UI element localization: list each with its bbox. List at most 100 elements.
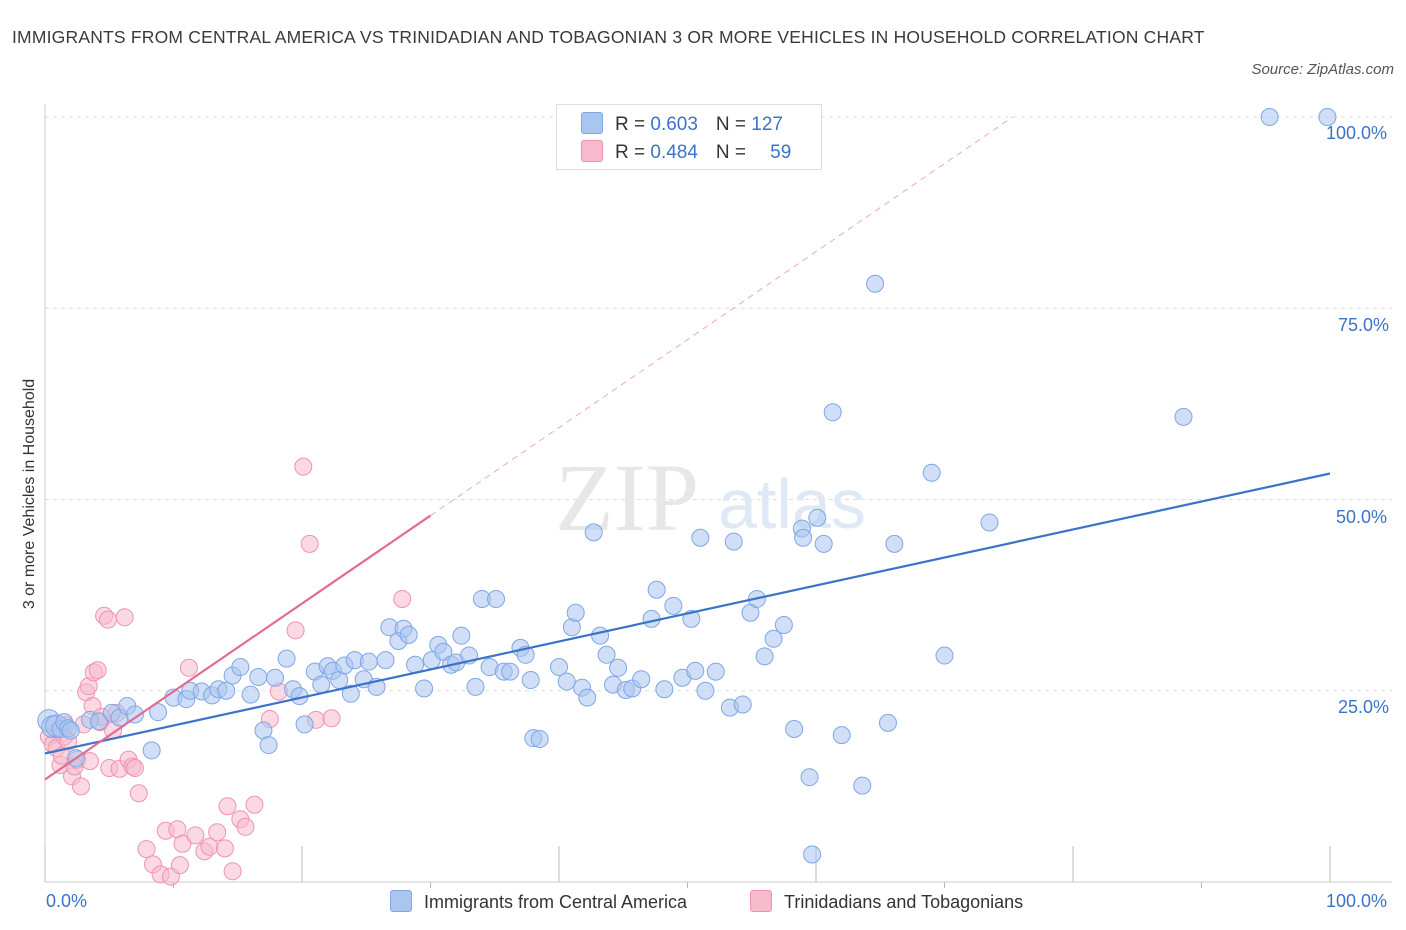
axes: [44, 104, 1392, 888]
blue-point-84: [642, 609, 661, 628]
blue-point-13: [125, 705, 144, 724]
legend-blue-n-value: 127: [751, 114, 783, 135]
blue-point-92: [696, 681, 715, 700]
pink-point-41: [186, 826, 205, 845]
blue-point-67: [521, 671, 540, 690]
pink-point-47: [223, 862, 242, 881]
grid-lines: [45, 116, 1392, 692]
pink-point-40: [179, 658, 198, 677]
blue-point-15: [142, 741, 161, 760]
blue-point-85: [647, 580, 666, 599]
correlation-legend: R = 0.603 N = 127 R = 0.484 N = 59: [556, 104, 822, 170]
legend-pink-n-value: 59: [770, 142, 792, 163]
blue-point-110: [853, 776, 872, 795]
blue-point-108: [823, 403, 842, 422]
blue-point-102: [785, 720, 804, 738]
blue-point-101: [774, 615, 793, 634]
blue-point-75: [578, 688, 597, 707]
legend-blue-n-label: N =: [715, 114, 752, 135]
blue-point-28: [259, 736, 278, 755]
trend-line-pink: [44, 514, 432, 781]
x-tick-label-max: 100.0%: [1326, 891, 1388, 911]
pink-point-57: [322, 709, 341, 728]
pink-point-45: [215, 839, 234, 858]
trend-lines: [44, 116, 1331, 781]
watermark-zip: ZIP: [555, 444, 699, 551]
blue-point-112: [878, 713, 897, 732]
y-tick-label-100: 100.0%: [1326, 123, 1388, 143]
series-swatch-blue: [390, 890, 412, 913]
legend-row-pink: R = 0.484 N = 59: [581, 139, 791, 167]
legend-swatch-blue: [581, 111, 603, 134]
trend-line-pink-extension: [430, 116, 1013, 516]
blue-point-106: [808, 508, 827, 527]
blue-point-93: [706, 662, 725, 681]
legend-swatch-pink: [581, 139, 603, 162]
blue-point-9: [89, 712, 108, 731]
pink-point-38: [170, 856, 189, 875]
pink-point-49: [236, 817, 255, 836]
blue-point-100: [764, 629, 783, 648]
blue-point-105: [800, 768, 819, 787]
blue-point-78: [597, 645, 616, 664]
blue-point-6: [61, 721, 80, 740]
trend-line-blue: [44, 472, 1331, 755]
blue-point-59: [466, 677, 485, 696]
blue-point-113: [885, 534, 904, 553]
pink-point-32: [137, 840, 156, 859]
blue-point-87: [664, 596, 683, 615]
blue-point-83: [632, 670, 651, 689]
blue-point-120: [803, 845, 822, 864]
pink-point-18: [88, 661, 107, 680]
series-label-blue: Immigrants from Central America: [424, 892, 688, 912]
y-tick-label-75: 75.0%: [1338, 315, 1390, 335]
blue-point-49: [399, 625, 418, 644]
legend-row-blue: R = 0.603 N = 127: [581, 111, 783, 139]
blue-point-51: [415, 679, 434, 698]
legend-pink-r-label: R =: [615, 142, 651, 163]
watermark-atlas: atlas: [718, 465, 866, 543]
blue-point-33: [295, 715, 314, 734]
pink-point-11: [71, 777, 90, 796]
pink-point-22: [98, 610, 117, 629]
blue-point-86: [655, 680, 674, 699]
blue-point-118: [1260, 108, 1279, 126]
blue-point-116: [980, 513, 999, 532]
blue-point-115: [935, 646, 954, 665]
blue-point-62: [487, 589, 506, 608]
blue-point-80: [609, 658, 628, 677]
blue-point-35: [312, 675, 331, 694]
y-tick-label-25: 25.0%: [1338, 697, 1390, 717]
blue-point-22: [217, 681, 236, 700]
pink-point-31: [129, 784, 148, 803]
pink-point-39: [173, 834, 192, 853]
blue-point-24: [231, 658, 250, 677]
legend-blue-r-label: R =: [615, 114, 651, 135]
blue-point-57: [452, 626, 471, 645]
series-label-pink: Trinidadians and Tobagonians: [784, 892, 1024, 912]
blue-point-90: [686, 661, 705, 680]
blue-point-40: [341, 684, 360, 703]
blue-point-30: [277, 649, 296, 668]
blue-point-114: [922, 463, 941, 482]
blue-point-45: [376, 651, 395, 670]
blue-point-96: [733, 695, 752, 714]
pink-point-54: [294, 457, 313, 476]
blue-point-107: [814, 534, 833, 553]
blue-point-14: [149, 703, 168, 722]
blue-point-95: [724, 532, 743, 551]
blue-point-111: [866, 274, 885, 293]
pink-point-55: [300, 534, 319, 553]
chart-title: IMMIGRANTS FROM CENTRAL AMERICA VS TRINI…: [12, 27, 1205, 47]
blue-point-109: [832, 726, 851, 745]
series-legend-pink: Trinidadians and Tobagonians: [750, 888, 1023, 916]
pink-point-27: [115, 608, 134, 627]
y-tick-label-50: 50.0%: [1336, 507, 1388, 527]
blue-point-70: [550, 658, 568, 677]
series-swatch-pink: [750, 890, 772, 913]
pink-point-50: [245, 795, 264, 814]
legend-pink-n-label: N =: [715, 142, 752, 163]
blue-point-77: [591, 626, 610, 645]
pink-point-53: [286, 621, 305, 640]
